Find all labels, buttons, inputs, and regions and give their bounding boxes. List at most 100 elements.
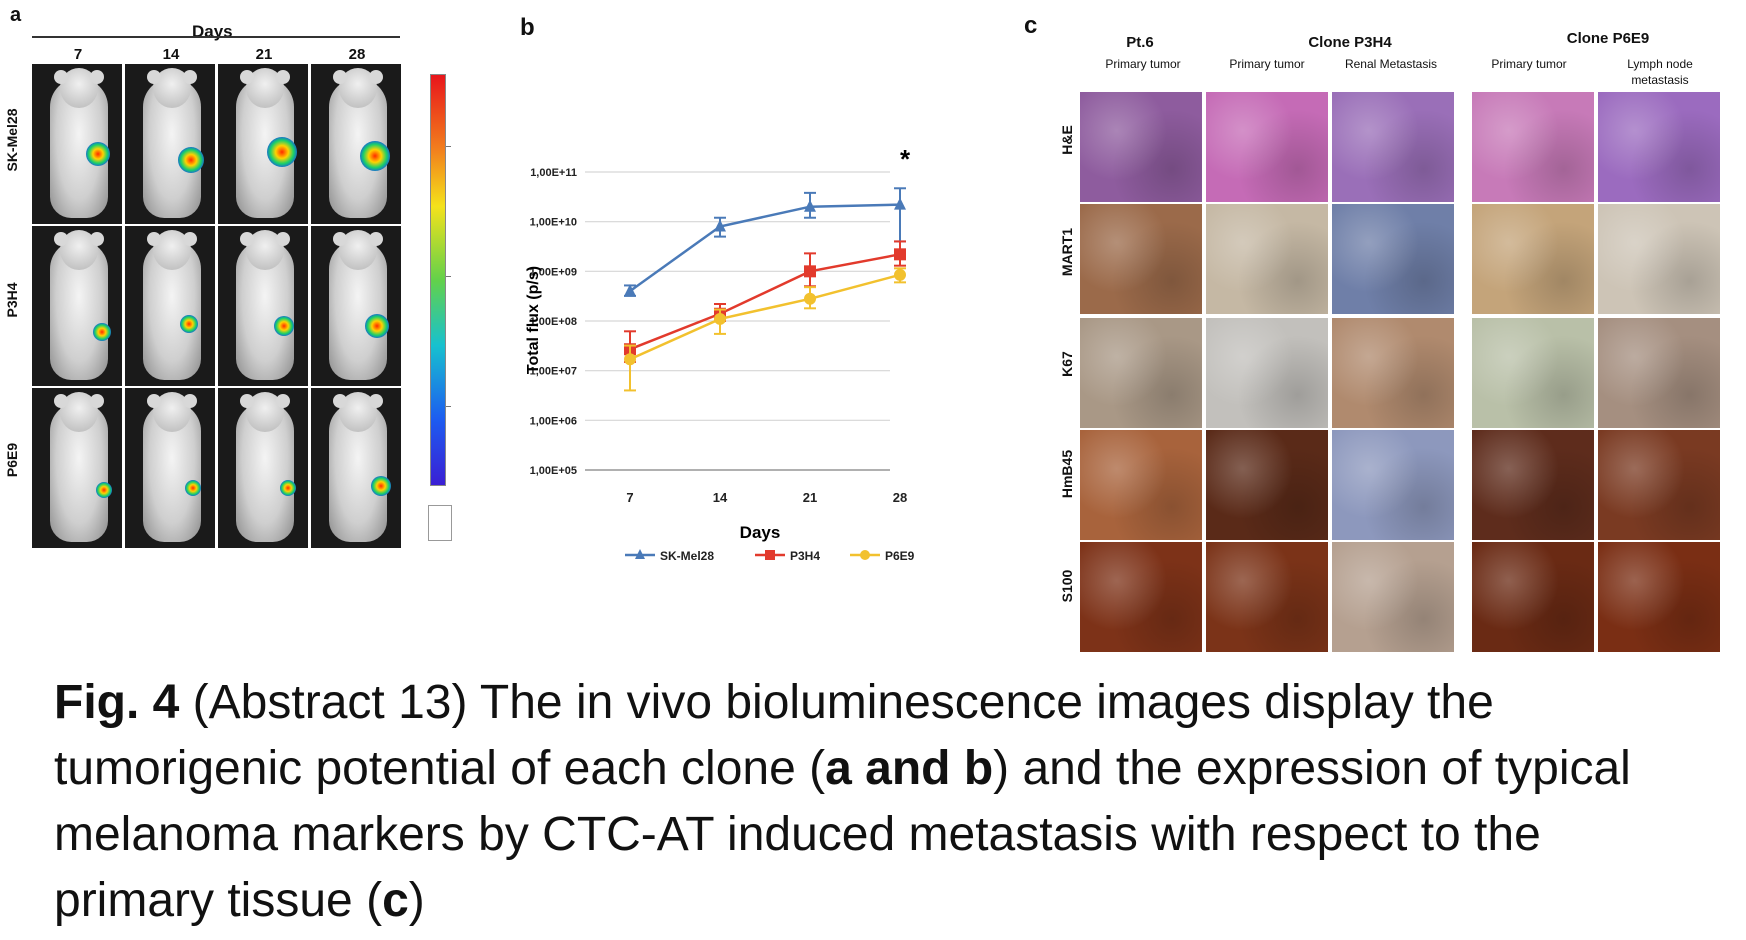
mouse-silhouette: [183, 70, 197, 84]
tumor-signal: [365, 314, 389, 338]
mouse-silhouette: [90, 232, 104, 246]
data-point: [714, 219, 726, 232]
tumor-signal: [371, 476, 391, 496]
histology-tile: [1206, 92, 1328, 202]
row-label-k67: K67: [1059, 351, 1075, 377]
row-label-hmb45: HmB45: [1059, 449, 1075, 499]
mouse-silhouette: [90, 70, 104, 84]
day-label-21: 21: [255, 46, 273, 63]
histology-tile: [1206, 542, 1328, 652]
group-title-clone-p3h4: Clone P3H4: [1308, 34, 1392, 51]
data-point: [624, 353, 636, 366]
data-point: [894, 248, 906, 261]
histology-tile: [1472, 204, 1594, 314]
histology-tile: [1206, 318, 1328, 428]
data-point: [714, 312, 726, 325]
caption-ref-ab: a and b: [825, 742, 994, 795]
panel-label-a: a: [10, 4, 22, 26]
mouse-silhouette: [54, 394, 68, 408]
data-point: [894, 197, 906, 210]
histology-tile: [1472, 430, 1594, 540]
row-label-s100: S100: [1059, 569, 1075, 603]
mouse-image: [218, 64, 308, 224]
mouse-silhouette: [333, 394, 347, 408]
data-point: [624, 284, 636, 297]
mouse-image: [125, 226, 215, 386]
y-tick-label: 1,00E+07: [530, 366, 577, 378]
days-divider: [32, 36, 400, 38]
histology-tile: [1332, 318, 1454, 428]
mouse-image: [311, 64, 401, 224]
day-label-7: 7: [73, 46, 83, 63]
histology-tile: [1080, 542, 1202, 652]
histology-tile: [1598, 318, 1720, 428]
mouse-silhouette: [183, 394, 197, 408]
histology-tile: [1080, 430, 1202, 540]
tumor-signal: [274, 316, 294, 336]
caption-text-3: ): [408, 874, 425, 927]
y-tick-label: 1,00E+05: [530, 465, 577, 477]
tumor-signal: [180, 315, 198, 333]
panel-b-flux-chart: 1,00E+05 1,00E+06 1,00E+07 1,00E+08 1,00E+09…: [525, 144, 915, 563]
histology-tile: [1080, 318, 1202, 428]
histology-tile: [1472, 318, 1594, 428]
tumor-signal: [86, 142, 110, 166]
col-subtitle: Primary tumor: [1105, 57, 1181, 71]
tumor-signal: [280, 480, 296, 496]
histology-tile: [1472, 542, 1594, 652]
day-label-28: 28: [348, 46, 366, 63]
row-label-skmel28: SK-Mel28: [4, 108, 20, 172]
group-title-clone-p6e9: Clone P6E9: [1566, 30, 1650, 47]
caption-ref-c: c: [382, 874, 409, 927]
caption-fig-number: Fig. 4: [54, 676, 180, 729]
mouse-silhouette: [276, 70, 290, 84]
tumor-signal: [360, 141, 390, 171]
chart-gridlines: [585, 171, 890, 471]
mouse-image: [32, 64, 122, 224]
group-title-pt6: Pt.6: [1126, 34, 1154, 51]
col-subtitle: Primary tumor: [1229, 57, 1305, 71]
mouse-silhouette: [147, 232, 161, 246]
colorbar-legend-box: [428, 505, 452, 541]
mouse-silhouette: [54, 232, 68, 246]
histology-tile: [1598, 542, 1720, 652]
tumor-signal: [178, 147, 204, 173]
legend-marker: [635, 549, 645, 559]
histology-tile: [1080, 204, 1202, 314]
panel-label-b: b: [520, 14, 535, 41]
y-tick-label: 1,00E+11: [530, 167, 577, 179]
mouse-silhouette: [90, 394, 104, 408]
colorbar-tick: [446, 406, 451, 407]
mouse-silhouette: [240, 232, 254, 246]
legend-label: SK-Mel28: [660, 549, 714, 563]
mouse-silhouette: [276, 232, 290, 246]
histology-tile: [1472, 92, 1594, 202]
histology-tile: [1598, 92, 1720, 202]
mouse-silhouette: [183, 232, 197, 246]
mouse-image: [218, 226, 308, 386]
x-axis-label: Days: [740, 523, 781, 542]
row-label-he: H&E: [1059, 125, 1075, 155]
x-tick-label: 28: [893, 490, 907, 505]
histology-tile: [1332, 92, 1454, 202]
figure-caption: Fig. 4 (Abstract 13) The in vivo biolumi…: [54, 670, 1714, 934]
chart-legend: SK-Mel28 P3H4 P6E9: [625, 549, 915, 563]
mouse-image: [311, 388, 401, 548]
series-line-sk-mel28: [629, 203, 901, 293]
chart-y-tick-labels: 1,00E+05 1,00E+06 1,00E+07 1,00E+08 1,00E+09…: [530, 167, 577, 477]
mouse-image: [125, 64, 215, 224]
mouse-silhouette: [276, 394, 290, 408]
mouse-silhouette: [54, 70, 68, 84]
data-point: [804, 265, 816, 278]
mouse-image: [32, 388, 122, 548]
histology-tile: [1598, 204, 1720, 314]
col-subtitle: Primary tumor: [1491, 57, 1567, 71]
colorbar-tick: [446, 146, 451, 147]
mouse-image: [125, 388, 215, 548]
x-tick-label: 7: [626, 490, 633, 505]
histology-tile: [1332, 204, 1454, 314]
colorbar-tick: [446, 276, 451, 277]
caption-text-1: (Abstract 13) The in vivo bioluminescenc…: [54, 676, 1494, 795]
histology-tile: [1332, 430, 1454, 540]
legend-label: P3H4: [790, 549, 820, 563]
